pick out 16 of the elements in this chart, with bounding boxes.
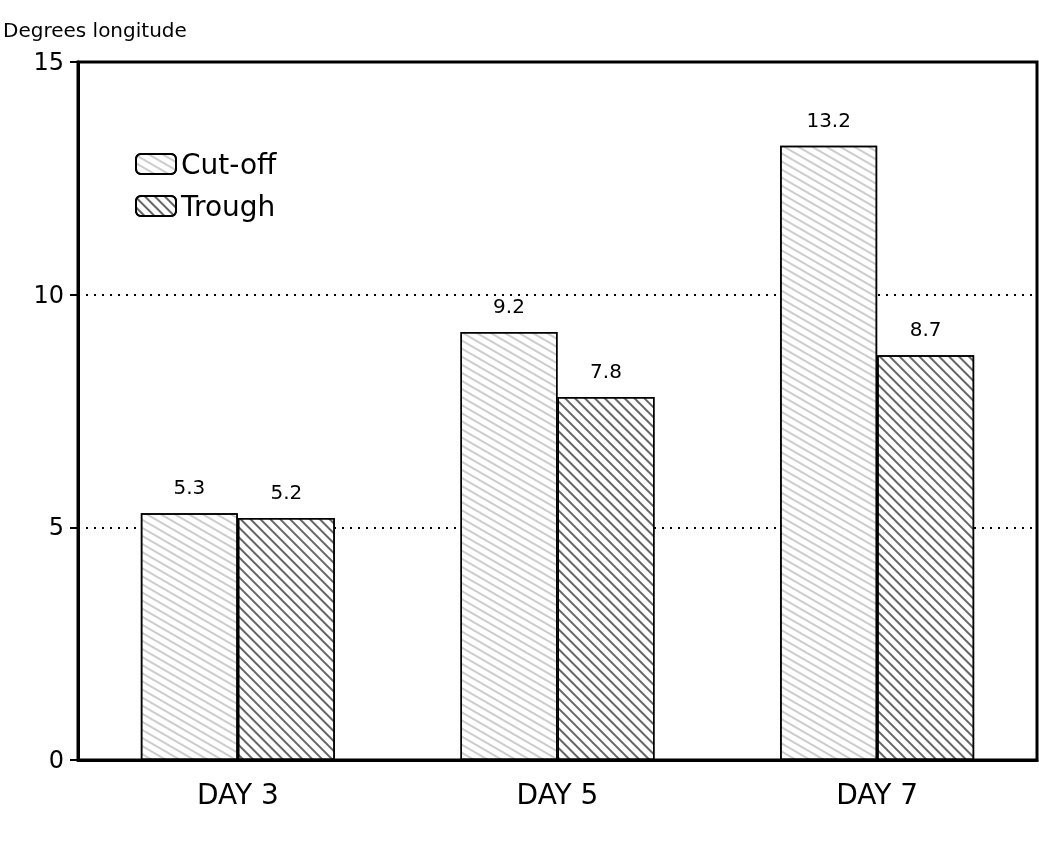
legend-label: Cut-off (181, 147, 278, 181)
y-tick-label: 0 (48, 746, 64, 774)
data-label: 13.2 (806, 107, 851, 132)
data-label: 9.2 (493, 293, 525, 318)
y-tick-label: 15 (33, 48, 64, 76)
data-label: 8.7 (909, 317, 942, 342)
y-tick-label: 10 (33, 280, 64, 309)
x-tick-label: DAY 3 (196, 777, 279, 811)
data-label: 7.8 (590, 359, 622, 384)
y-tick-label: 5 (48, 513, 64, 542)
data-label: 5.3 (173, 475, 206, 500)
y-axis-title: Degrees longitude (3, 18, 187, 42)
x-tick-label: DAY 5 (516, 777, 599, 811)
legend-label: Trough (180, 189, 276, 223)
x-tick-label: DAY 7 (836, 777, 919, 811)
data-label: 5.2 (270, 480, 303, 505)
